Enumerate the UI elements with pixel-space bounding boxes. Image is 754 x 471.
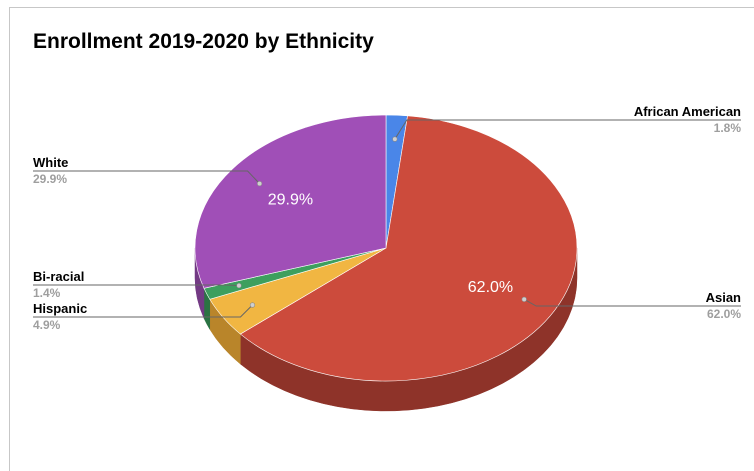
leader-dot-asian	[521, 296, 527, 302]
slice-percent-asian: 62.0%	[707, 307, 741, 321]
slice-inner-label-white: 29.9%	[268, 191, 313, 208]
slice-percent-bi-racial: 1.4%	[33, 286, 61, 300]
pie-slice-white[interactable]	[194, 114, 387, 289]
slice-label-african-american: African American	[634, 104, 741, 119]
leader-line-asian	[523, 298, 741, 307]
slice-percent-hispanic: 4.9%	[33, 318, 61, 332]
leader-line-african-american	[394, 119, 741, 140]
slice-percent-african-american: 1.8%	[714, 121, 742, 135]
slice-label-white: White	[33, 155, 68, 170]
pie-slice-asian[interactable]	[239, 115, 578, 382]
leader-dot-bi-racial	[236, 282, 242, 289]
leader-dot-white	[256, 181, 263, 187]
leader-line-white	[33, 170, 260, 184]
slice-inner-label-asian: 62.0%	[468, 279, 513, 296]
leader-dot-african-american	[392, 136, 398, 142]
chart-title: Enrollment 2019-2020 by Ethnicity	[33, 30, 374, 53]
leader-line-hispanic	[33, 304, 253, 318]
leader-dot-hispanic	[249, 302, 256, 308]
leader-line-bi-racial	[33, 284, 239, 287]
slice-label-hispanic: Hispanic	[33, 301, 87, 316]
slice-label-asian: Asian	[706, 290, 741, 305]
slice-percent-white: 29.9%	[33, 172, 67, 186]
slice-label-bi-racial: Bi-racial	[33, 269, 84, 284]
